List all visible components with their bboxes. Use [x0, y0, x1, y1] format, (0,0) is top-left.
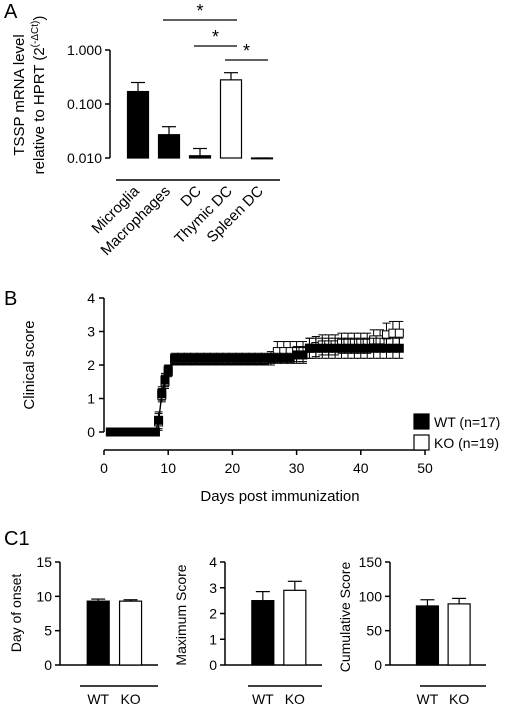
- panel-a-ylabel-2-prefix: relative to HPRT (2: [31, 47, 48, 174]
- panel-a-ylabel-2-sup: (-ΔCt): [30, 21, 41, 48]
- panel-b-y-tick-label: 2: [87, 357, 95, 373]
- panel-a-significance-star: *: [212, 27, 219, 47]
- panel-a-significance-star: *: [196, 1, 203, 21]
- panel-a-bar: [157, 134, 181, 159]
- panel-c3-category-label: KO: [449, 691, 469, 707]
- panel-a-ylabel-2-suffix: ): [31, 16, 48, 21]
- panel-c-plot: 0 5 10 15 WT KO 0 1 2 3 4 WT KO 0 50 100 150 WT KO: [36, 554, 486, 707]
- panel-c1-y-tick-label: 15: [36, 554, 52, 570]
- panel-a-y-tick-label: 0.100: [67, 96, 102, 112]
- panel-c3-y-tick-label: 150: [359, 554, 383, 570]
- panel-c1-bar: [118, 600, 143, 666]
- panel-c1-y-tick-label: 10: [36, 588, 52, 604]
- panel-c2-y-tick-label: 2: [209, 606, 217, 622]
- panel-c2-y-tick-label: 0: [209, 657, 217, 673]
- panel-b-point: [298, 350, 308, 360]
- panel-c3-category-label: WT: [417, 691, 439, 707]
- panel-b-point: [394, 328, 404, 338]
- panel-c1-bar: [86, 600, 110, 666]
- panel-c1-ylabel: Day of onset: [8, 574, 24, 653]
- panel-c2-bar: [251, 600, 275, 666]
- panel-c: C1 Day of onset Maximum Score Cumulative…: [4, 528, 486, 707]
- panel-b-x-tick-label: 40: [353, 460, 369, 476]
- panel-c3-bar: [415, 605, 440, 666]
- panel-c-letter: C1: [4, 528, 30, 550]
- panel-c3-y-tick-label: 0: [374, 657, 382, 673]
- panel-c1-category-label: KO: [120, 691, 140, 707]
- panel-c2-category-label: WT: [252, 691, 274, 707]
- panel-b-x-tick-label: 20: [225, 460, 241, 476]
- panel-c2-y-tick-label: 1: [209, 631, 217, 647]
- panel-b-point: [157, 388, 167, 398]
- panel-a-ylabel-2: relative to HPRT (2(-ΔCt)): [30, 16, 48, 175]
- panel-b-point: [163, 365, 173, 375]
- panel-b-y-tick-label: 1: [87, 391, 95, 407]
- panel-a-bar: [188, 155, 212, 159]
- panel-a-ylabel: TSSP mRNA level: [11, 34, 28, 155]
- panel-b-x-tick-label: 0: [100, 460, 108, 476]
- panel-b-y-tick-label: 4: [87, 290, 95, 306]
- panel-b-point: [150, 427, 160, 437]
- panel-a-y-tick-label: 0.010: [67, 150, 102, 166]
- panel-b-letter: B: [4, 288, 17, 310]
- panel-b-y-tick-label: 3: [87, 324, 95, 340]
- panel-b-ylabel: Clinical score: [21, 320, 38, 409]
- panel-c2-y-tick-label: 4: [209, 554, 217, 570]
- panel-a-bar: [219, 79, 243, 159]
- panel-a-bar: [126, 90, 150, 159]
- panel-c3-y-tick-label: 50: [366, 623, 382, 639]
- panel-b-y-tick-label: 0: [87, 424, 95, 440]
- panel-b: B Clinical score Days post immunization …: [4, 288, 500, 505]
- panel-b-x-tick-label: 30: [289, 460, 305, 476]
- panel-c2-ylabel: Maximum Score: [173, 564, 189, 665]
- panel-c3-y-tick-label: 100: [359, 588, 383, 604]
- panel-b-legend-swatch: [413, 434, 430, 451]
- panel-b-legend-label: KO (n=19): [434, 435, 499, 451]
- panel-b-x-tick-label: 10: [160, 460, 176, 476]
- panel-b-legend-label: WT (n=17): [434, 414, 500, 430]
- panel-a-bar: [250, 157, 274, 160]
- panel-c2-bar: [283, 589, 307, 666]
- panel-c1-category-label: WT: [87, 691, 109, 707]
- panel-c1-y-tick-label: 0: [44, 657, 52, 673]
- panel-b-xlabel: Days post immunization: [200, 488, 359, 505]
- panel-a: A TSSP mRNA level relative to HPRT (2(-Δ…: [4, 1, 280, 259]
- panel-b-x-tick-label: 50: [417, 460, 433, 476]
- panel-c1-y-tick-label: 5: [44, 623, 52, 639]
- panel-b-legend-swatch: [413, 413, 430, 430]
- panel-a-significance-star: *: [243, 41, 250, 61]
- panel-c2-y-tick-label: 3: [209, 580, 217, 596]
- panel-b-point: [160, 375, 170, 385]
- panel-a-y-tick-label: 1.000: [67, 42, 102, 58]
- panel-c3-ylabel: Cumulative Score: [337, 562, 353, 673]
- panel-a-letter: A: [4, 1, 18, 23]
- panel-c3-bar: [447, 603, 471, 666]
- panel-b-point: [154, 415, 164, 425]
- panel-b-point: [394, 343, 404, 353]
- panel-c2-category-label: KO: [285, 691, 305, 707]
